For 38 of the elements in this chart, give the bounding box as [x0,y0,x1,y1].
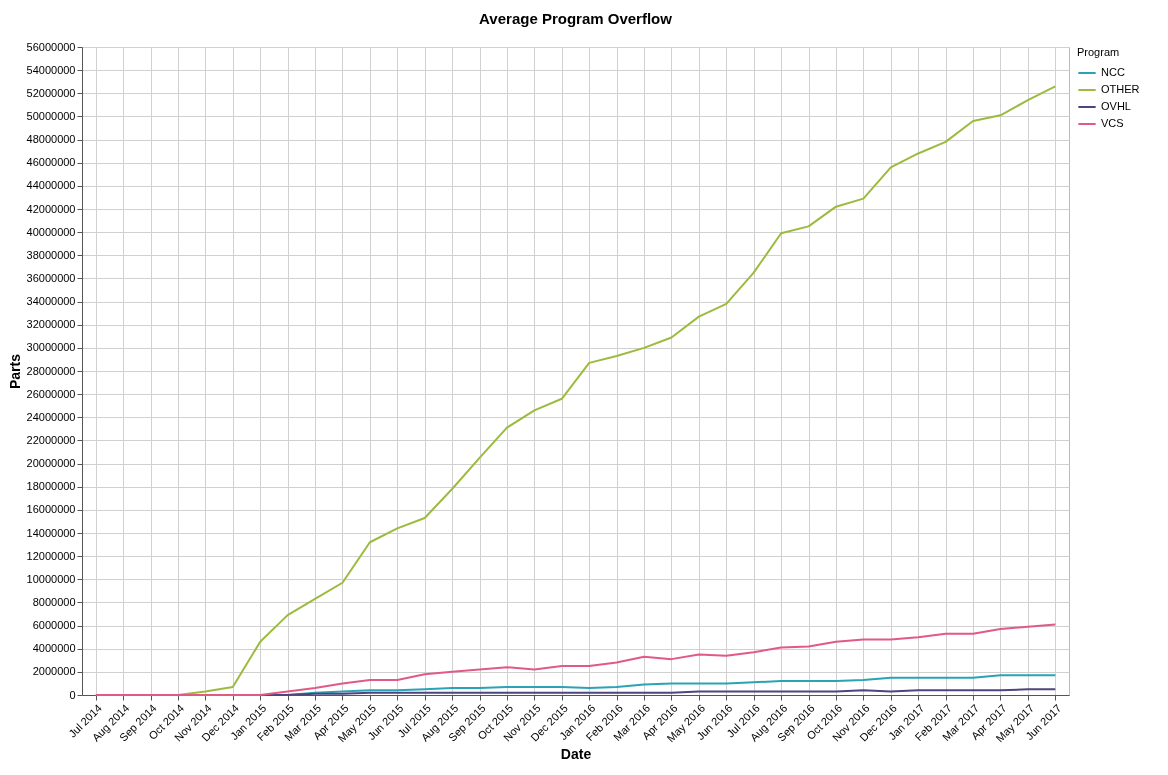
y-tick-label: 44000000 [26,179,76,192]
y-tick-label: 36000000 [26,271,76,284]
y-tick-label: 30000000 [26,341,76,354]
y-tick-label: 24000000 [26,410,76,423]
y-tick-label: 38000000 [26,248,76,261]
y-tick-label: 40000000 [26,225,76,238]
y-tick-label: 42000000 [26,202,76,215]
y-tick-label: 28000000 [26,364,76,377]
y-tick-label: 20000000 [26,457,76,470]
y-tick-label: 34000000 [26,295,76,308]
y-tick-label: 16000000 [26,503,76,516]
legend-label: NCC [1101,66,1125,78]
legend-label: VCS [1101,117,1124,129]
y-tick-label: 54000000 [26,63,76,76]
y-tick-label: 46000000 [26,156,76,169]
y-tick-label: 48000000 [26,133,76,146]
y-tick-label: 22000000 [26,433,76,446]
y-tick-label: 50000000 [26,109,76,122]
x-axis-title: Date [560,746,592,763]
y-tick-label: 32000000 [26,318,76,331]
legend-label: OVHL [1101,100,1131,112]
y-tick-label: 26000000 [26,387,76,400]
y-tick-label: 18000000 [26,480,76,493]
y-tick-label: 14000000 [26,526,76,539]
y-tick-label: 6000000 [32,619,76,632]
y-tick-label: 2000000 [32,665,76,678]
y-tick-label: 52000000 [26,86,76,99]
y-tick-label: 4000000 [32,642,76,655]
y-axis-title: Parts [6,353,23,390]
line-series [94,623,1057,696]
y-tick-label: 0 [69,688,76,701]
y-tick-label: 56000000 [26,40,76,53]
chart-title: Average Program Overflow [479,10,673,27]
y-tick-label: 8000000 [32,595,76,608]
y-tick-label: 12000000 [26,549,76,562]
y-tick-label: 10000000 [26,572,76,585]
legend-title: Program [1077,46,1120,58]
legend-label: OTHER [1101,83,1140,95]
